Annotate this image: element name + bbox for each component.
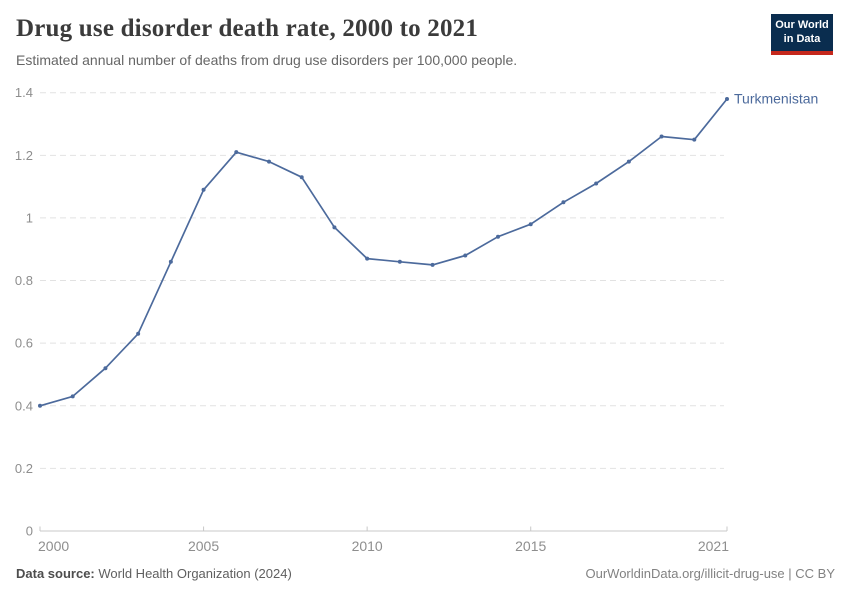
series-label[interactable]: Turkmenistan xyxy=(734,90,818,106)
chart-footer: Data source: World Health Organization (… xyxy=(16,566,835,581)
data-point[interactable] xyxy=(70,394,75,399)
y-tick-label: 0 xyxy=(26,524,33,539)
data-point[interactable] xyxy=(594,181,599,186)
footer-link[interactable]: OurWorldinData.org/illicit-drug-use | CC… xyxy=(585,566,836,581)
data-point[interactable] xyxy=(103,366,108,371)
data-point[interactable] xyxy=(38,403,42,408)
data-point[interactable] xyxy=(528,222,533,227)
y-tick-label: 1.4 xyxy=(15,85,33,100)
data-point[interactable] xyxy=(267,159,271,164)
data-source-text: World Health Organization (2024) xyxy=(94,566,292,581)
data-line[interactable] xyxy=(39,98,728,407)
y-tick-label: 0.4 xyxy=(15,398,33,413)
x-tick-label: 2000 xyxy=(38,538,69,554)
data-point[interactable] xyxy=(136,331,141,336)
data-point[interactable] xyxy=(234,150,239,155)
data-point[interactable] xyxy=(430,262,435,267)
y-tick-label: 0.2 xyxy=(15,461,33,476)
data-point[interactable] xyxy=(168,259,173,264)
chart-header: Drug use disorder death rate, 2000 to 20… xyxy=(16,14,517,68)
owid-logo[interactable]: Our World in Data xyxy=(771,14,833,55)
data-point[interactable] xyxy=(201,187,206,192)
data-source-label: Data source: xyxy=(16,566,95,581)
y-tick-label: 1.2 xyxy=(15,148,33,163)
y-tick-label: 1 xyxy=(26,210,33,225)
page-title: Drug use disorder death rate, 2000 to 20… xyxy=(16,15,479,42)
owid-logo-text: Our World in Data xyxy=(771,14,833,51)
logo-line2: in Data xyxy=(783,32,821,45)
data-point[interactable] xyxy=(626,159,631,164)
y-tick-label: 0.8 xyxy=(15,273,33,288)
data-point[interactable] xyxy=(725,96,729,101)
data-point[interactable] xyxy=(659,134,664,139)
logo-line1: Our World xyxy=(775,19,829,31)
x-tick-label: 2005 xyxy=(188,538,219,554)
x-tick-label: 2021 xyxy=(698,538,729,554)
data-point[interactable] xyxy=(692,137,697,142)
x-tick-label: 2010 xyxy=(352,538,383,554)
data-point[interactable] xyxy=(299,175,304,180)
data-point[interactable] xyxy=(397,259,402,264)
data-point[interactable] xyxy=(561,200,566,205)
data-point[interactable] xyxy=(332,225,337,230)
y-tick-label: 0.6 xyxy=(15,336,33,351)
x-tick-label: 2015 xyxy=(515,538,546,554)
chart-subtitle: Estimated annual number of deaths from d… xyxy=(16,52,518,68)
data-point[interactable] xyxy=(365,256,370,261)
data-point[interactable] xyxy=(463,253,468,258)
data-point[interactable] xyxy=(496,234,500,239)
data-source: Data source: World Health Organization (… xyxy=(16,566,292,581)
